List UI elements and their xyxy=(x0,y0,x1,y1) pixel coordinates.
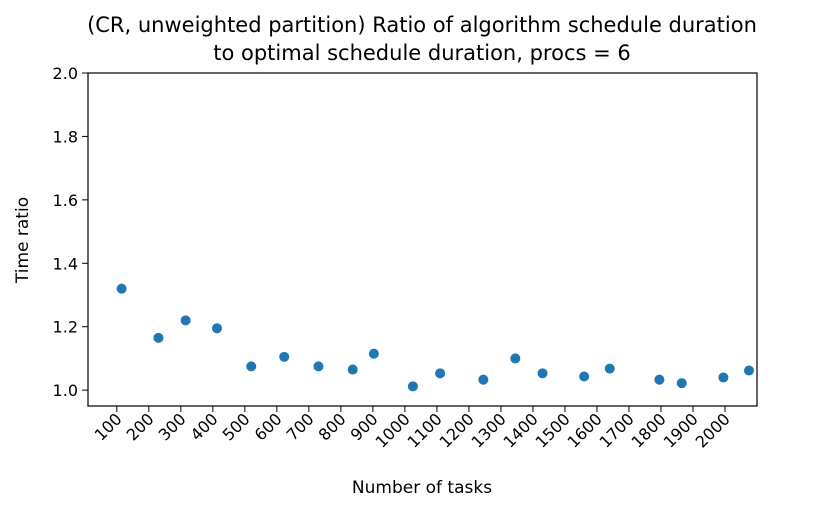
data-point xyxy=(153,332,164,343)
data-point xyxy=(435,368,446,379)
data-point xyxy=(478,374,489,385)
data-point xyxy=(743,365,754,376)
data-point xyxy=(313,361,324,372)
x-tick-label: 800 xyxy=(315,409,350,444)
y-axis-label: Time ratio xyxy=(13,197,33,284)
x-tick-label: 600 xyxy=(251,409,286,444)
data-point xyxy=(676,378,687,389)
y-tick-label: 1.8 xyxy=(53,127,78,146)
data-point xyxy=(279,351,290,362)
y-tick-label: 1.4 xyxy=(53,254,78,273)
x-tick-label: 100 xyxy=(91,409,126,444)
x-tick-label: 1400 xyxy=(500,409,542,451)
y-tick-label: 1.0 xyxy=(53,381,78,400)
x-tick-label: 400 xyxy=(187,409,222,444)
data-point xyxy=(654,374,665,385)
x-axis-ticks: 1002003004005006007008009001000110012001… xyxy=(91,406,734,452)
x-tick-label: 1900 xyxy=(660,409,702,451)
data-point xyxy=(510,353,521,364)
data-points xyxy=(116,283,754,392)
x-tick-label: 1800 xyxy=(628,409,670,451)
x-tick-label: 1100 xyxy=(404,409,446,451)
x-tick-label: 300 xyxy=(155,409,190,444)
data-point xyxy=(116,283,127,294)
data-point xyxy=(246,361,257,372)
x-tick-label: 1300 xyxy=(468,409,510,451)
data-point xyxy=(211,323,222,334)
data-point xyxy=(347,364,358,375)
data-point xyxy=(368,348,379,359)
x-tick-label: 500 xyxy=(219,409,254,444)
y-tick-label: 1.6 xyxy=(53,191,78,210)
chart-title-line-2: to optimal schedule duration, procs = 6 xyxy=(213,41,631,65)
x-tick-label: 2000 xyxy=(692,409,734,451)
plot-frame xyxy=(87,72,758,407)
data-point xyxy=(579,371,590,382)
x-tick-label: 1600 xyxy=(564,409,606,451)
x-axis-label: Number of tasks xyxy=(352,478,492,498)
data-point xyxy=(407,381,418,392)
data-point xyxy=(718,372,729,383)
chart-title-line-1: (CR, unweighted partition) Ratio of algo… xyxy=(87,13,757,37)
data-point xyxy=(604,363,615,374)
x-tick-label: 1000 xyxy=(371,409,413,451)
x-tick-label: 1700 xyxy=(596,409,638,451)
x-tick-label: 1200 xyxy=(436,409,478,451)
data-point xyxy=(537,368,548,379)
x-tick-label: 200 xyxy=(123,409,158,444)
y-tick-label: 1.2 xyxy=(53,318,78,337)
data-point xyxy=(180,315,191,326)
y-axis-ticks: 1.0 1.2 1.4 1.6 1.8 2.0 xyxy=(53,64,88,400)
x-tick-label: 700 xyxy=(283,409,318,444)
x-tick-label: 1500 xyxy=(532,409,574,451)
y-tick-label: 2.0 xyxy=(53,64,78,83)
